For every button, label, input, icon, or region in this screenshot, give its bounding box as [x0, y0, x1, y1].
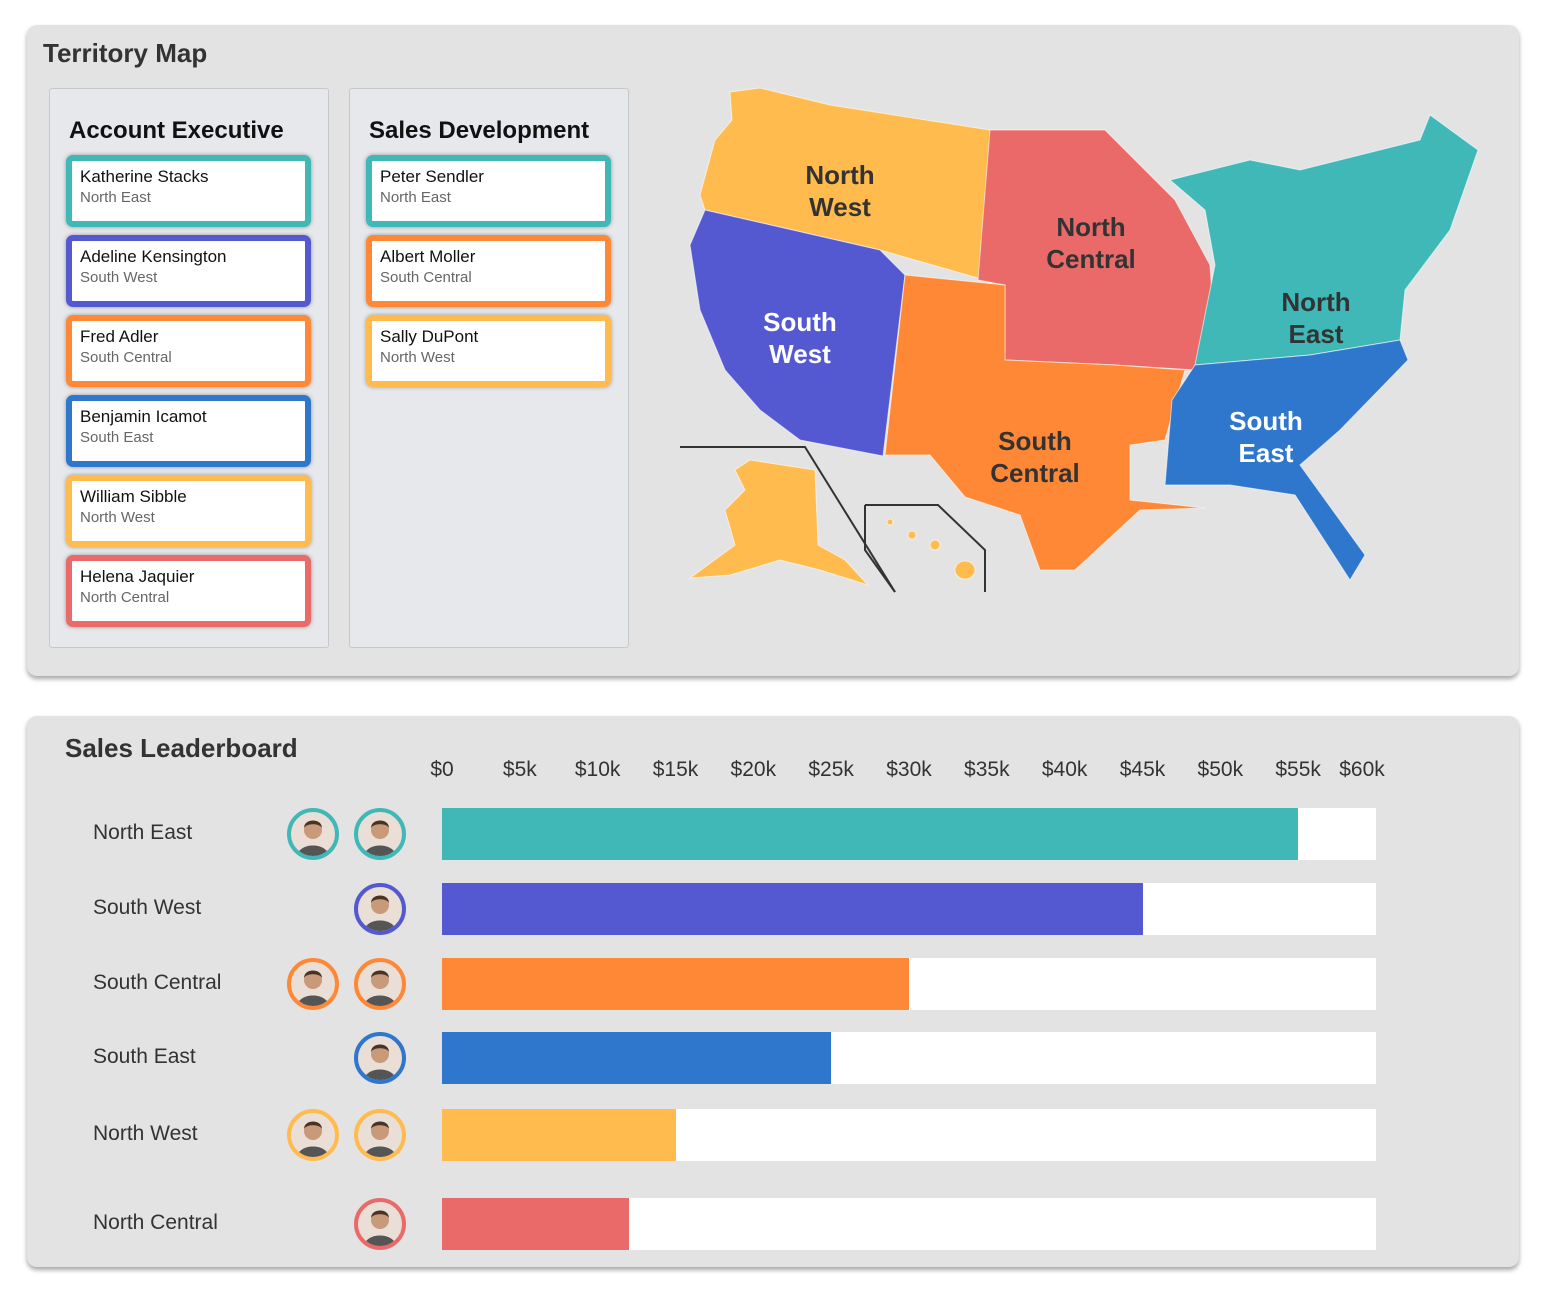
x-tick-label: $5k [502, 758, 537, 781]
row-label: North West [93, 1122, 198, 1145]
row-label: South Central [93, 971, 222, 994]
avatar[interactable] [354, 1032, 406, 1084]
person-name: Peter Sendler [380, 167, 484, 186]
person-region: North West [380, 349, 455, 366]
region-south-central [884, 274, 1206, 571]
x-tick-label: $10k [574, 758, 621, 781]
bar-track [442, 1109, 1376, 1161]
x-tick-label: $40k [1041, 758, 1088, 781]
sales-development-column: Sales Development Peter Sendler North Eas… [349, 88, 629, 648]
avatar[interactable] [287, 958, 339, 1010]
map-label-south-east: South East [1229, 406, 1303, 468]
person-name: Helena Jaquier [80, 567, 195, 586]
person-region: South Central [380, 269, 472, 286]
bar-track [442, 808, 1376, 860]
avatar[interactable] [287, 1109, 339, 1161]
x-tick-label: $15k [652, 758, 699, 781]
person-name: Albert Moller [380, 247, 476, 266]
us-territory-map: North West South West North Central South Ce… [680, 87, 1479, 593]
bar-south-east [442, 1032, 832, 1084]
bar-south-west [442, 883, 1143, 935]
bar-track [442, 883, 1376, 935]
map-label-south-central: South Central [990, 426, 1080, 488]
region-south-west [689, 209, 906, 457]
bar-north-central [442, 1198, 629, 1250]
person-region: North West [80, 509, 155, 526]
column-heading: Account Executive [69, 117, 284, 144]
person-name: William Sibble [80, 487, 187, 506]
bar-south-central [442, 958, 909, 1010]
person-card[interactable]: Helena Jaquier North Central [66, 555, 311, 627]
row-label: North East [93, 821, 193, 844]
map-label-north-central: North Central [1046, 212, 1136, 274]
sales-leaderboard-panel: Sales Leaderboard $0 $5k $10k $15k $20k $25k $… [27, 716, 1519, 1267]
row-label: North Central [93, 1211, 218, 1234]
bar-track [442, 1198, 1376, 1250]
map-label-north-west: North West [805, 160, 874, 222]
x-tick-label: $60k [1339, 758, 1385, 781]
person-card[interactable]: Sally DuPont North West [366, 315, 611, 387]
inset-divider [865, 504, 986, 592]
bar-north-east [442, 808, 1299, 860]
person-card[interactable]: Albert Moller South Central [366, 235, 611, 307]
avatar[interactable] [354, 1109, 406, 1161]
person-card[interactable]: Peter Sendler North East [366, 155, 611, 227]
map-label-north-east: North East [1281, 287, 1350, 349]
person-region: North East [380, 189, 451, 206]
x-tick-label: $35k [964, 758, 1010, 781]
avatar[interactable] [354, 883, 406, 935]
avatar[interactable] [354, 1198, 406, 1250]
avatar[interactable] [287, 808, 339, 860]
avatar[interactable] [354, 958, 406, 1010]
map-label-south-west: South West [763, 307, 837, 369]
x-tick-label: $30k [886, 758, 932, 781]
x-tick-label: $55k [1275, 758, 1321, 781]
panel-title: Territory Map [43, 38, 208, 68]
bar-track [442, 958, 1376, 1010]
x-tick-label: $45k [1119, 758, 1166, 781]
person-card[interactable]: Benjamin Icamot South East [66, 395, 311, 467]
territory-map-panel: Territory Map Account Executive Katherin… [27, 25, 1519, 676]
column-heading: Sales Development [369, 117, 590, 144]
person-region: South Central [80, 349, 172, 366]
person-region: North Central [80, 589, 170, 606]
region-hawaii [886, 518, 976, 580]
person-name: Benjamin Icamot [80, 407, 207, 426]
account-executive-column: Account Executive Katherine Stacks North … [49, 88, 329, 648]
region-alaska [688, 459, 870, 587]
inset-divider [864, 505, 896, 593]
person-card[interactable]: Adeline Kensington South West [66, 235, 311, 307]
row-label: South East [93, 1045, 196, 1068]
person-region: South East [80, 429, 154, 446]
x-tick-label: $50k [1197, 758, 1244, 781]
x-tick-label: $25k [808, 758, 854, 781]
person-card[interactable]: Katherine Stacks North East [66, 155, 311, 227]
x-tick-label: $0 [430, 758, 454, 781]
region-north-east [1168, 114, 1479, 366]
bar-track [442, 1032, 1376, 1084]
person-name: Sally DuPont [380, 327, 479, 346]
panel-title: Sales Leaderboard [65, 733, 298, 763]
x-tick-label: $20k [730, 758, 777, 781]
person-card[interactable]: Fred Adler South Central [66, 315, 311, 387]
row-label: South West [93, 896, 202, 919]
person-region: North East [80, 189, 151, 206]
person-name: Katherine Stacks [80, 167, 209, 186]
person-region: South West [80, 269, 158, 286]
person-name: Adeline Kensington [80, 247, 227, 266]
person-name: Fred Adler [80, 327, 159, 346]
region-south-east [1164, 339, 1409, 581]
person-card[interactable]: William Sibble North West [66, 475, 311, 547]
bar-north-west [442, 1109, 676, 1161]
avatar[interactable] [354, 808, 406, 860]
